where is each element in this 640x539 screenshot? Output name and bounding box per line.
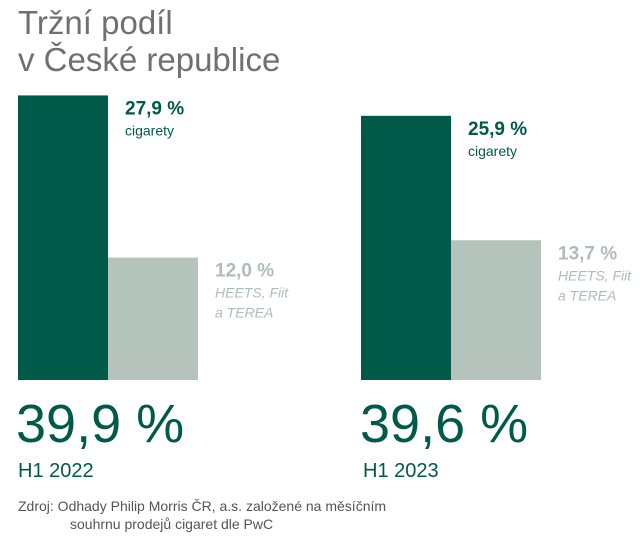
source-line-1: Zdroj: Odhady Philip Morris ČR, a.s. zal… [18, 498, 387, 514]
bar-heated-1 [451, 240, 541, 380]
category-label: a TEREA [558, 287, 616, 303]
total-2023: 39,6 % [360, 394, 529, 454]
source-note: Zdroj: Odhady Philip Morris ČR, a.s. zal… [18, 497, 386, 533]
bar-heated-0 [108, 257, 198, 380]
title-line-1: Tržní podíl [18, 4, 173, 41]
value-label: 25,9 % [468, 119, 527, 140]
source-line-2: souhrnu prodejů cigaret dle PwC [70, 516, 274, 532]
chart-title: Tržní podíl v České republice [18, 4, 280, 78]
category-label: a TEREA [215, 305, 273, 321]
value-label: 12,0 % [215, 261, 274, 282]
total-2022: 39,9 % [16, 394, 185, 454]
bar-cigarettes-1 [361, 115, 451, 380]
value-label: 27,9 % [125, 98, 184, 119]
period-2023: H1 2023 [363, 460, 439, 482]
title-line-2: v České republice [18, 41, 281, 78]
category-label: HEETS, Fiit [558, 267, 632, 283]
category-label: HEETS, Fiit [215, 285, 289, 301]
value-label: 13,7 % [558, 243, 617, 264]
category-label: cigarety [125, 122, 174, 138]
period-2022: H1 2022 [18, 460, 94, 482]
category-label: cigarety [468, 143, 517, 159]
bar-cigarettes-0 [18, 95, 108, 381]
